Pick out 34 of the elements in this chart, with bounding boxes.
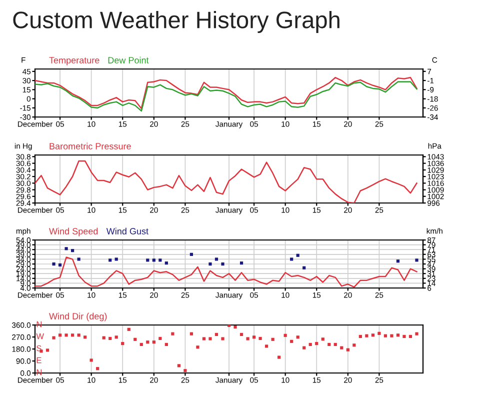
point [240, 261, 244, 265]
series-label: Barometric Pressure [50, 142, 131, 150]
text: Wind Gust [106, 228, 148, 234]
series-label: Temperature [49, 57, 100, 66]
point [190, 252, 194, 256]
line-series [35, 160, 418, 203]
annotation: E [36, 357, 42, 364]
point [58, 263, 62, 267]
point [158, 258, 162, 262]
point [296, 254, 300, 257]
point [146, 258, 150, 262]
chart-title: Custom Weather History Graph [13, 10, 340, 34]
point [415, 258, 418, 262]
line-series [35, 76, 418, 110]
point [302, 266, 306, 270]
text: Dew Point [108, 56, 149, 64]
line-series [35, 256, 418, 288]
point [64, 247, 68, 250]
point [52, 262, 56, 266]
text: Wind Speed [49, 228, 98, 236]
point [208, 262, 212, 266]
line-series [35, 81, 418, 112]
point [221, 262, 224, 266]
point [214, 258, 218, 261]
point [164, 261, 168, 265]
point [77, 258, 80, 261]
point [396, 260, 400, 263]
point [114, 258, 118, 261]
series-label: Wind Dir (deg) [49, 312, 107, 322]
annotation: W [36, 333, 44, 340]
point [290, 258, 294, 261]
point [108, 258, 112, 262]
point [152, 258, 156, 262]
point [70, 249, 74, 252]
